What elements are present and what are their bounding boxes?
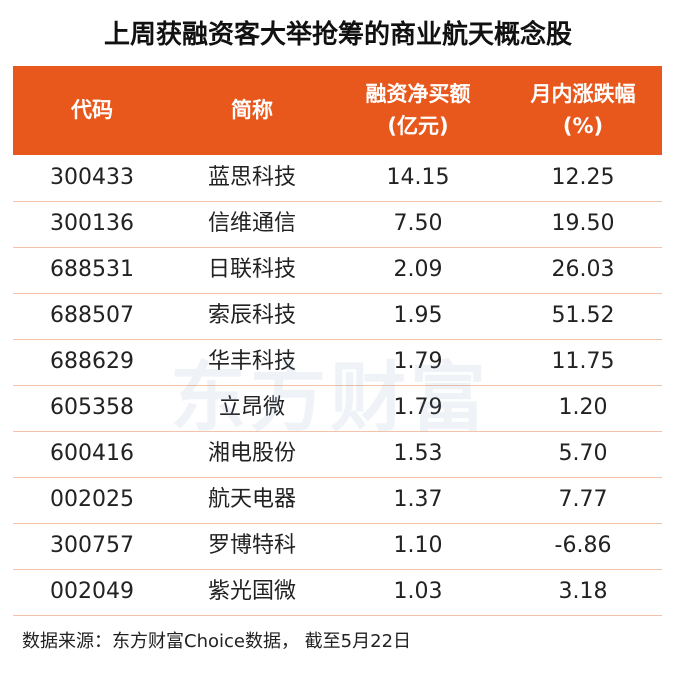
header-cell: 融资净买额 (亿元) xyxy=(366,78,471,142)
table-row: 688507 索辰科技 1.95 51.52 xyxy=(13,293,662,340)
table-cell: 航天电器 xyxy=(207,487,297,512)
header-cell: 月内涨跌幅 (%) xyxy=(531,78,636,142)
header-text: (%) xyxy=(562,114,604,138)
table-cell: 300136 xyxy=(50,211,134,236)
table-cell: 3.18 xyxy=(558,579,608,604)
table-row: 002049 紫光国微 1.03 3.18 xyxy=(13,569,662,616)
table-cell: 1.79 xyxy=(393,349,443,374)
table-cell: 湘电股份 xyxy=(207,441,297,466)
header-cell: 代码 xyxy=(71,94,113,126)
header-text: 代码 xyxy=(71,98,113,122)
table-cell: 1.20 xyxy=(558,395,608,420)
table-row: 300757 罗博特科 1.10 -6.86 xyxy=(13,523,662,570)
table-cell: 索辰科技 xyxy=(207,303,297,328)
table-cell: 26.03 xyxy=(551,257,615,282)
table-cell: 1.10 xyxy=(393,533,443,558)
table-cell: 1.03 xyxy=(393,579,443,604)
table-header: 代码 简称 融资净买额 (亿元) 月内涨跌幅 (%) xyxy=(13,66,662,155)
table-row: 300433 蓝思科技 14.15 12.25 xyxy=(13,155,662,202)
table-cell: 600416 xyxy=(50,441,134,466)
table-cell: 605358 xyxy=(50,395,134,420)
table-cell: 300757 xyxy=(50,533,134,558)
table-cell: 1.37 xyxy=(393,487,443,512)
table-row: 605358 立昂微 1.79 1.20 xyxy=(13,385,662,432)
table-cell: 7.50 xyxy=(393,211,443,236)
table-row: 300136 信维通信 7.50 19.50 xyxy=(13,201,662,248)
table-cell: -6.86 xyxy=(554,533,612,558)
table-cell: 1.53 xyxy=(393,441,443,466)
table-cell: 立昂微 xyxy=(218,395,286,420)
table-cell: 002049 xyxy=(50,579,134,604)
header-text: (亿元) xyxy=(387,114,449,138)
table-cell: 14.15 xyxy=(386,165,450,190)
title: 上周获融资客大举抢筹的商业航天概念股 xyxy=(103,20,572,50)
header-cell: 简称 xyxy=(231,94,273,126)
table-cell: 19.50 xyxy=(551,211,615,236)
table-cell: 300433 xyxy=(50,165,134,190)
table-cell: 688507 xyxy=(50,303,134,328)
table-cell: 51.52 xyxy=(551,303,615,328)
header-text: 月内涨跌幅 xyxy=(530,82,636,106)
header-text: 简称 xyxy=(231,98,273,122)
table-cell: 2.09 xyxy=(393,257,443,282)
table-cell: 蓝思科技 xyxy=(207,165,297,190)
table-row: 600416 湘电股份 1.53 5.70 xyxy=(13,431,662,478)
table-cell: 1.79 xyxy=(393,395,443,420)
table-cell: 002025 xyxy=(50,487,134,512)
table-cell: 华丰科技 xyxy=(207,349,297,374)
footer: 数据来源：东方财富Choice数据， 截至5月22日 xyxy=(22,631,412,652)
table-cell: 688531 xyxy=(50,257,134,282)
table-row: 688531 日联科技 2.09 26.03 xyxy=(13,247,662,294)
table-cell: 12.25 xyxy=(551,165,615,190)
table-cell: 罗博特科 xyxy=(207,533,297,558)
table-cell: 11.75 xyxy=(551,349,615,374)
table-cell: 信维通信 xyxy=(207,211,297,236)
table-row: 688629 华丰科技 1.79 11.75 xyxy=(13,339,662,386)
table-cell: 日联科技 xyxy=(207,257,297,282)
header-text: 融资净买额 xyxy=(365,82,471,106)
table-cell: 紫光国微 xyxy=(207,579,297,604)
table-cell: 5.70 xyxy=(558,441,608,466)
table-cell: 688629 xyxy=(50,349,134,374)
table-cell: 7.77 xyxy=(558,487,608,512)
table-row: 002025 航天电器 1.37 7.77 xyxy=(13,477,662,524)
watermark: 东方财富 xyxy=(170,353,490,442)
table-cell: 1.95 xyxy=(393,303,443,328)
